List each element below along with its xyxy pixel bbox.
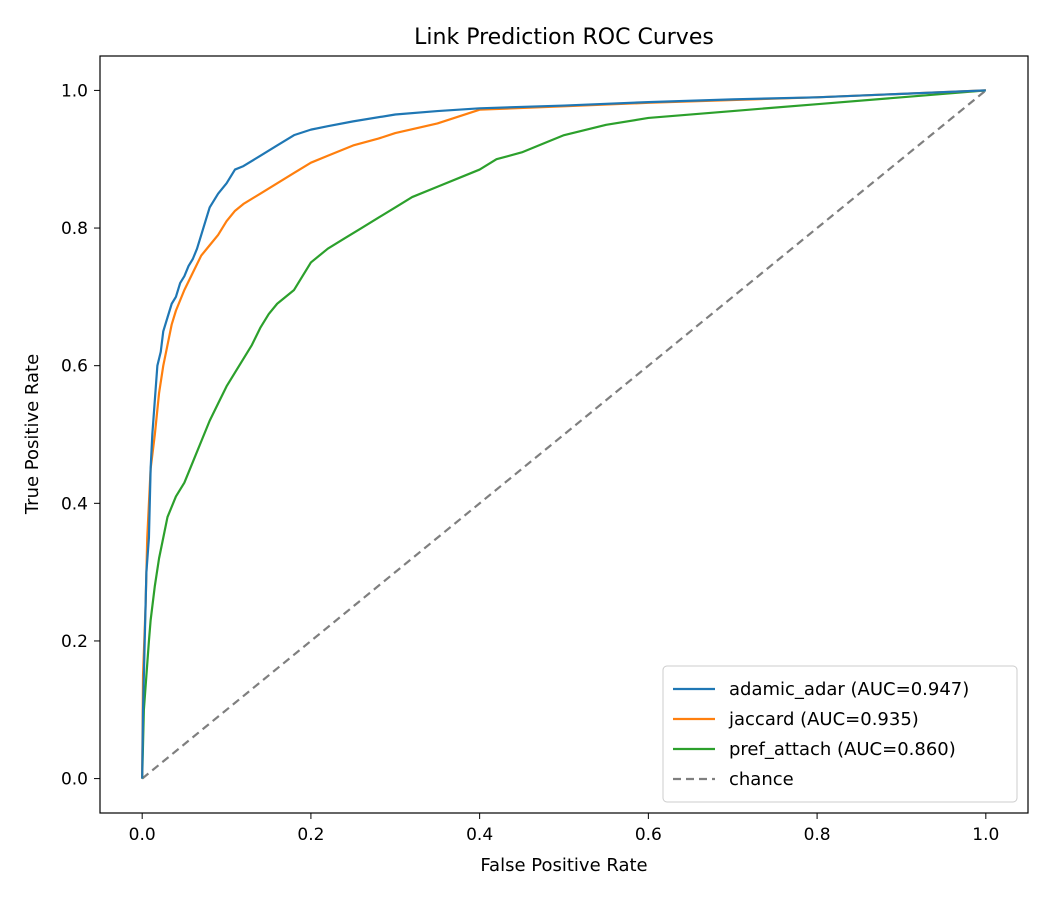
legend-label: chance (729, 769, 794, 790)
y-tick-label: 0.6 (61, 357, 88, 377)
plot-frame (99, 55, 1029, 814)
y-tick-label: 0.8 (61, 219, 88, 239)
x-tick-label: 0.6 (635, 825, 662, 845)
x-tick-label: 0.2 (297, 825, 324, 845)
y-tick-label: 1.0 (61, 81, 88, 101)
legend-label: jaccard (AUC=0.935) (728, 709, 919, 730)
legend-box (662, 665, 1018, 803)
x-tick-label: 0.0 (129, 825, 156, 845)
legend-label: adamic_adar (AUC=0.947) (729, 679, 969, 700)
x-axis: 0.0 0.2 0.4 0.6 0.8 1.0 (129, 813, 999, 845)
series-line-2 (141, 89, 986, 779)
y-tick-label: 0.0 (61, 770, 88, 790)
series-line-0 (141, 89, 986, 779)
x-tick-label: 0.4 (466, 825, 493, 845)
y-axis-label: True Positive Rate (22, 354, 43, 515)
x-tick-label: 1.0 (972, 825, 999, 845)
y-tick-label: 0.2 (61, 632, 88, 652)
y-tick-label: 0.4 (61, 494, 88, 514)
x-tick-label: 0.8 (804, 825, 831, 845)
chart-title: Link Prediction ROC Curves (414, 25, 714, 50)
legend: adamic_adar (AUC=0.947) jaccard (AUC=0.93… (662, 665, 1018, 803)
x-axis-label: False Positive Rate (480, 855, 647, 876)
y-axis: 0.0 0.2 0.4 0.6 0.8 1.0 (61, 81, 100, 790)
legend-label: pref_attach (AUC=0.860) (729, 739, 956, 760)
series-line-1 (141, 89, 986, 779)
plot-area (141, 89, 987, 780)
